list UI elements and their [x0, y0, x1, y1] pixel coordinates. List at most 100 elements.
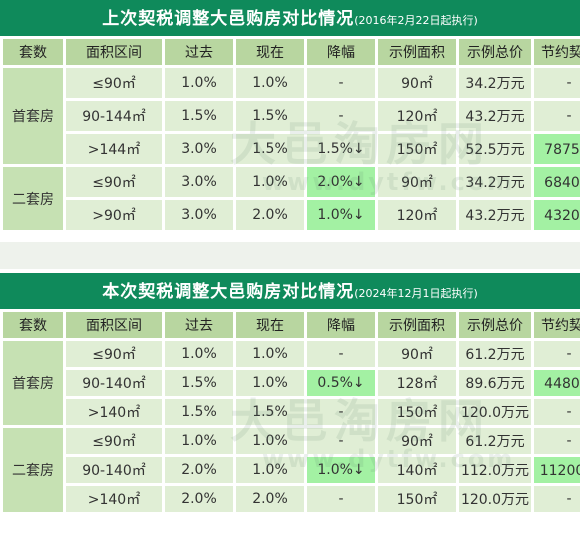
current-rate-cell: 2.0%: [236, 200, 304, 230]
rate-drop-cell: -: [307, 101, 375, 131]
category-cell: 首套房: [3, 341, 63, 425]
table-row: 二套房 ≤90㎡ 1.0% 1.0% -90㎡ 61.2万元 -: [3, 428, 580, 512]
current-rate-cell: 1.0%: [236, 457, 304, 483]
sample-price-cell: 43.2万元: [459, 200, 531, 230]
sample-price-cell: 89.6万元: [459, 370, 531, 396]
table-row: >140㎡ 1.5% 1.5% -150㎡ 120.0万元 -: [3, 399, 580, 425]
past-rate-cell: 3.0%: [165, 134, 233, 164]
past-rate-cell: 2.0%: [165, 457, 233, 483]
comparison-table: 套数面积区间过去现在降幅示例面积示例总价节约契税首套房≤90㎡1.0%1.0%-…: [0, 36, 580, 233]
area-range-cell: >90㎡: [66, 200, 162, 230]
sample-area-cell: 128㎡: [378, 370, 456, 396]
past-rate-cell: 1.0%: [165, 68, 233, 98]
table-body: 套数面积区间过去现在降幅示例面积示例总价节约契税首套房≤90㎡1.0%1.0%-…: [3, 312, 580, 512]
rate-drop-cell: -: [307, 399, 375, 425]
table-body: 套数面积区间过去现在降幅示例面积示例总价节约契税首套房≤90㎡1.0%1.0%-…: [3, 39, 580, 230]
rate-drop-cell: 2.0%↓: [307, 167, 375, 197]
past-rate-cell: 3.0%: [165, 167, 233, 197]
column-header: 过去: [165, 312, 233, 338]
past-rate-cell: 1.5%: [165, 399, 233, 425]
current-rate-cell: 1.0%: [236, 68, 304, 98]
current-rate-cell: 1.0%: [236, 341, 304, 367]
column-header: 降幅: [307, 39, 375, 65]
rate-drop-cell: -: [307, 428, 375, 454]
column-header: 现在: [236, 312, 304, 338]
sample-price-cell: 61.2万元: [459, 341, 531, 367]
area-range-cell: >144㎡: [66, 134, 162, 164]
category-cell: 首套房: [3, 68, 63, 164]
sample-area-cell: 140㎡: [378, 457, 456, 483]
tax-saving-cell: 11200元: [534, 457, 580, 483]
area-range-cell: 90-140㎡: [66, 457, 162, 483]
rate-drop-cell: 1.5%↓: [307, 134, 375, 164]
area-range-cell: ≤90㎡: [66, 167, 162, 197]
column-header: 套数: [3, 312, 63, 338]
current-rate-cell: 1.0%: [236, 428, 304, 454]
rate-drop-cell: 0.5%↓: [307, 370, 375, 396]
sample-price-cell: 112.0万元: [459, 457, 531, 483]
area-range-cell: ≤90㎡: [66, 68, 162, 98]
rate-drop-cell: -: [307, 68, 375, 98]
rate-drop-cell: 1.0%↓: [307, 457, 375, 483]
current-rate-cell: 2.0%: [236, 486, 304, 512]
sample-area-cell: 150㎡: [378, 399, 456, 425]
category-cell: 二套房: [3, 167, 63, 230]
header-row: 套数面积区间过去现在降幅示例面积示例总价节约契税: [3, 39, 580, 65]
column-header: 示例总价: [459, 39, 531, 65]
rate-drop-cell: 1.0%↓: [307, 200, 375, 230]
tax-saving-cell: 6840元: [534, 167, 580, 197]
sample-area-cell: 120㎡: [378, 200, 456, 230]
column-header: 过去: [165, 39, 233, 65]
tax-saving-cell: -: [534, 341, 580, 367]
tax-saving-cell: -: [534, 428, 580, 454]
rate-drop-cell: -: [307, 341, 375, 367]
current-rate-cell: 1.5%: [236, 134, 304, 164]
table-row: 首套房 ≤90㎡ 1.0% 1.0% -90㎡ 61.2万元 -: [3, 341, 580, 425]
header-row: 套数面积区间过去现在降幅示例面积示例总价节约契税: [3, 312, 580, 338]
sample-area-cell: 150㎡: [378, 486, 456, 512]
past-rate-cell: 1.5%: [165, 370, 233, 396]
table-row: 首套房 ≤90㎡ 1.0% 1.0% -90㎡ 34.2万元 -: [3, 68, 580, 164]
past-rate-cell: 1.0%: [165, 341, 233, 367]
table-row: 90-144㎡ 1.5% 1.5% -120㎡ 43.2万元 -: [3, 101, 580, 131]
title-text: 上次契税调整大邑购房对比情况: [102, 9, 355, 29]
column-header: 面积区间: [66, 39, 162, 65]
past-rate-cell: 1.0%: [165, 428, 233, 454]
current-rate-cell: 1.5%: [236, 101, 304, 131]
area-range-cell: >140㎡: [66, 486, 162, 512]
table-row: >140㎡ 2.0% 2.0% -150㎡ 120.0万元 -: [3, 486, 580, 512]
area-range-cell: 90-140㎡: [66, 370, 162, 396]
column-header: 示例总价: [459, 312, 531, 338]
column-header: 现在: [236, 39, 304, 65]
category-cell: 二套房: [3, 428, 63, 512]
table-panel-2016: 上次契税调整大邑购房对比情况(2016年2月22日起执行) 套数 面积区间 过去 现在…: [0, 0, 580, 233]
section-divider: [0, 242, 580, 269]
sample-area-cell: 90㎡: [378, 428, 456, 454]
tax-saving-cell: -: [534, 399, 580, 425]
sample-area-cell: 90㎡: [378, 167, 456, 197]
area-range-cell: ≤90㎡: [66, 428, 162, 454]
column-header: 套数: [3, 39, 63, 65]
sample-price-cell: 52.5万元: [459, 134, 531, 164]
current-rate-cell: 1.0%: [236, 167, 304, 197]
past-rate-cell: 1.5%: [165, 101, 233, 131]
current-rate-cell: 1.0%: [236, 370, 304, 396]
column-header: 节约契税: [534, 312, 580, 338]
sample-price-cell: 43.2万元: [459, 101, 531, 131]
sample-price-cell: 120.0万元: [459, 486, 531, 512]
column-header: 降幅: [307, 312, 375, 338]
column-header: 节约契税: [534, 39, 580, 65]
rate-drop-cell: -: [307, 486, 375, 512]
sample-area-cell: 90㎡: [378, 341, 456, 367]
sample-price-cell: 61.2万元: [459, 428, 531, 454]
column-header: 示例面积: [378, 312, 456, 338]
tax-saving-cell: 4480元: [534, 370, 580, 396]
area-range-cell: ≤90㎡: [66, 341, 162, 367]
area-range-cell: 90-144㎡: [66, 101, 162, 131]
comparison-table: 套数面积区间过去现在降幅示例面积示例总价节约契税首套房≤90㎡1.0%1.0%-…: [0, 309, 580, 515]
past-rate-cell: 2.0%: [165, 486, 233, 512]
